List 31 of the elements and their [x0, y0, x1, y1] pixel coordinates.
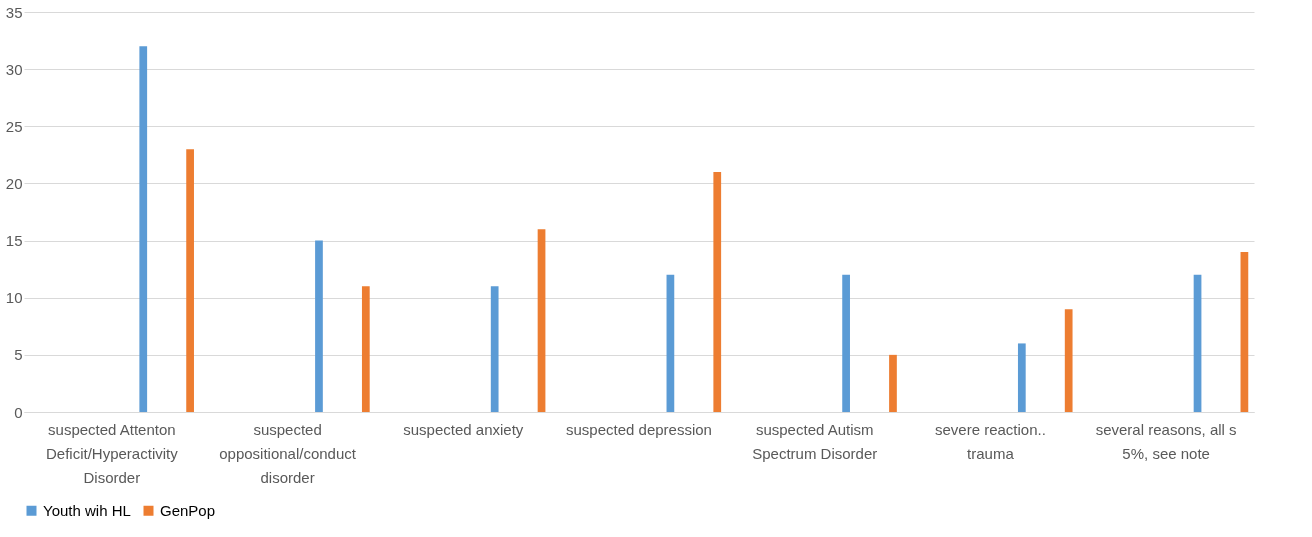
bar	[315, 240, 323, 412]
y-tick-label: 20	[5, 174, 23, 192]
bar	[186, 149, 194, 412]
y-tick-label: 5	[14, 346, 23, 364]
x-tick-label: severe reaction.. trauma	[934, 420, 1046, 462]
x-tick-label: suspected anxiety	[403, 420, 524, 438]
bar	[537, 229, 546, 412]
y-tick-label: 0	[14, 403, 23, 421]
bar	[713, 172, 722, 412]
bar	[1193, 274, 1202, 412]
y-tick-label: 25	[5, 117, 23, 135]
bar	[1240, 252, 1249, 412]
legend-label: GenPop	[160, 501, 216, 519]
y-tick-label: 35	[5, 3, 23, 21]
x-tick-label: suspected Attenton Deficit/Hyperactivity Disorder	[46, 420, 179, 486]
bar	[1064, 309, 1073, 412]
legend-label: Youth wih HL	[43, 501, 131, 519]
y-tick-label: 10	[5, 289, 23, 307]
bar	[842, 274, 850, 412]
bar	[1017, 343, 1026, 412]
y-tick-label: 15	[5, 232, 23, 250]
y-tick-label: 30	[5, 60, 23, 78]
bar	[490, 286, 499, 412]
x-tick-label: several reasons, all s 5%, see note	[1095, 420, 1237, 462]
x-tick-label: suspected oppositional/conduct disorder	[219, 420, 357, 486]
x-tick-label: suspected depression	[566, 420, 712, 438]
bar	[666, 274, 675, 412]
bar	[889, 354, 897, 412]
bar	[361, 286, 370, 412]
x-tick-label: suspected Autism Spectrum Disorder	[752, 420, 878, 462]
bar	[139, 46, 148, 412]
